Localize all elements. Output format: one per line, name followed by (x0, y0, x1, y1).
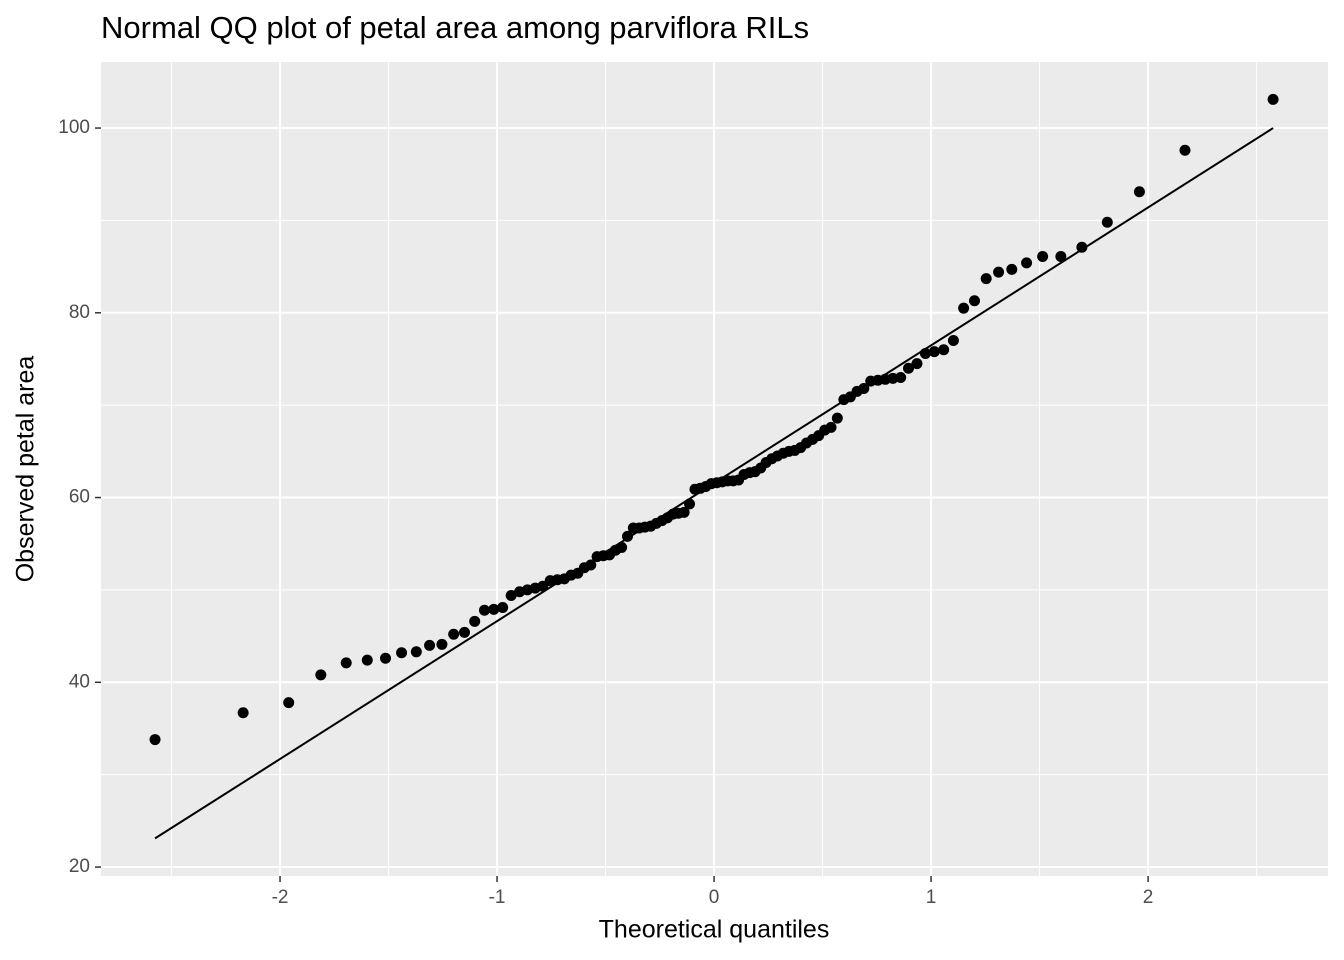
point (678, 506, 690, 518)
y-tick-label: 100 (58, 117, 90, 138)
point (616, 541, 628, 553)
point (958, 302, 970, 314)
point (1133, 186, 1145, 198)
point (895, 371, 907, 383)
point (1006, 263, 1018, 275)
point (436, 638, 448, 650)
point (458, 626, 470, 638)
point (993, 266, 1005, 278)
x-tick-label: 1 (926, 887, 937, 908)
point (1267, 93, 1279, 105)
point (396, 647, 408, 659)
point (448, 628, 460, 640)
point (919, 347, 931, 359)
point (903, 362, 915, 374)
point (831, 412, 843, 424)
point (361, 654, 373, 666)
point (340, 657, 352, 669)
point (621, 530, 633, 542)
point (858, 383, 870, 395)
point (380, 652, 392, 664)
point (149, 734, 161, 746)
x-axis-title: Theoretical quantiles (599, 916, 830, 944)
y-tick-label: 20 (69, 856, 90, 877)
point (237, 707, 249, 719)
chart-title: Normal QQ plot of petal area among parvi… (101, 10, 809, 45)
point (315, 669, 327, 681)
x-tick-label: 2 (1143, 887, 1154, 908)
y-tick-label: 80 (69, 302, 90, 323)
point (283, 697, 295, 709)
x-tick-label: -2 (272, 887, 289, 908)
y-tick-label: 60 (69, 487, 90, 508)
point (938, 344, 950, 356)
x-tick-label: 0 (709, 887, 720, 908)
point (1179, 144, 1191, 156)
point (911, 358, 923, 370)
y-tick-label: 40 (69, 671, 90, 692)
x-tick-label: -1 (489, 887, 506, 908)
point (478, 604, 490, 616)
point (505, 589, 517, 601)
point (424, 639, 436, 651)
point (497, 601, 509, 613)
point (469, 615, 481, 627)
point (684, 498, 696, 510)
point (1055, 250, 1067, 262)
point (585, 559, 597, 571)
point (1037, 250, 1049, 262)
point (488, 603, 500, 615)
point (928, 346, 940, 358)
point (968, 295, 980, 307)
point (1021, 257, 1033, 269)
point (410, 646, 422, 658)
y-axis-title: Observed petal area (12, 356, 40, 583)
point (947, 335, 959, 347)
point (825, 421, 837, 433)
point (1101, 216, 1113, 228)
point (1076, 241, 1088, 253)
point (980, 273, 992, 285)
